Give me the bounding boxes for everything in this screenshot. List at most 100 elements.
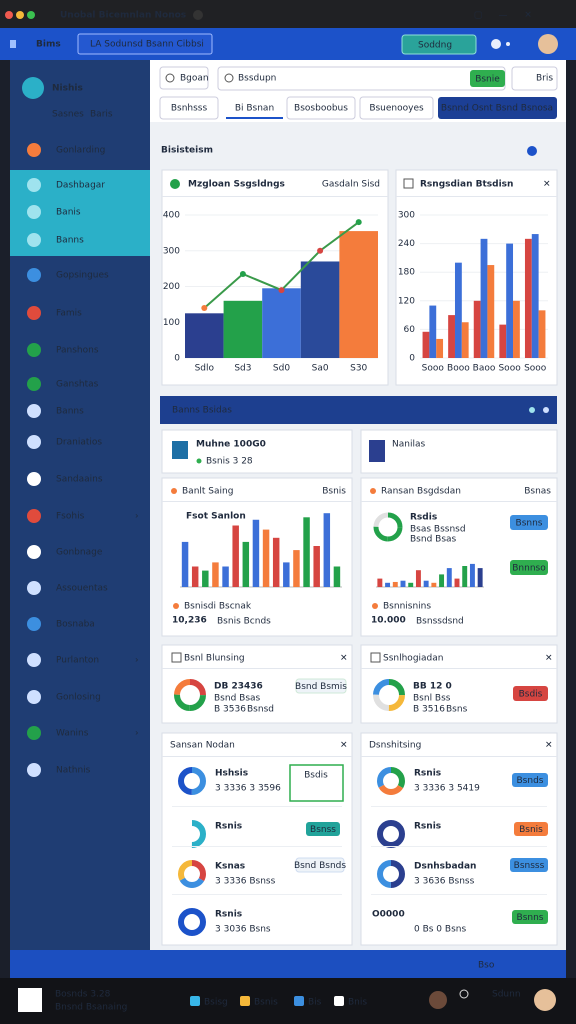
button[interactable] <box>513 686 548 701</box>
avatar <box>429 991 447 1009</box>
panel-icon <box>171 488 177 494</box>
menu-icon[interactable] <box>10 40 16 48</box>
label: Bsnds <box>517 776 544 786</box>
breadcrumb[interactable] <box>77 33 213 55</box>
sidebar-item[interactable]: Fsohis <box>56 512 85 522</box>
sidebar-item[interactable]: Gonlarding <box>56 146 105 156</box>
y-tick-label: 200 <box>163 282 180 292</box>
close[interactable]: ✕ <box>340 654 348 664</box>
divider <box>162 501 352 502</box>
button[interactable] <box>510 560 548 575</box>
button[interactable] <box>470 70 505 87</box>
link[interactable]: Bsnis <box>322 487 346 497</box>
sidebar-item[interactable]: Gopsingues <box>56 271 109 281</box>
bar <box>223 300 263 358</box>
toolbar-button[interactable] <box>511 66 558 91</box>
label: Banns Bsidas <box>172 406 232 416</box>
app-label[interactable]: Bnis <box>348 998 367 1008</box>
sidebar-item[interactable]: Ganshtas <box>56 380 99 390</box>
y-tick-label: 240 <box>398 239 415 249</box>
button[interactable] <box>295 857 345 873</box>
y-tick-label: 120 <box>398 296 415 306</box>
bar <box>499 324 507 358</box>
button[interactable] <box>512 773 548 787</box>
close[interactable]: ✕ <box>340 741 348 751</box>
sidebar-item[interactable]: Wanins <box>56 729 89 739</box>
sidebar-item[interactable]: Nathnis <box>56 766 91 776</box>
button[interactable] <box>306 822 340 836</box>
sidebar-item[interactable]: Draniatios <box>56 438 102 448</box>
label: B 3516 <box>413 705 445 715</box>
button[interactable] <box>510 515 548 530</box>
sidebar-item[interactable]: Banis <box>56 208 81 218</box>
label: Rsnis <box>414 769 441 779</box>
sidebar-icon <box>27 268 41 282</box>
button[interactable] <box>512 910 548 924</box>
sidebar-item[interactable]: Gonbnage <box>56 548 103 558</box>
button[interactable] <box>514 822 548 836</box>
primary-button[interactable] <box>438 97 557 119</box>
sidebar-item[interactable]: Assouentas <box>56 584 108 594</box>
app-icon[interactable] <box>190 996 200 1006</box>
label: Bims <box>36 40 61 50</box>
label: Rsnis <box>215 822 242 832</box>
header-button[interactable] <box>401 34 477 55</box>
label: Bosnds 3.28 <box>55 990 111 1000</box>
window-dot <box>27 11 35 19</box>
close[interactable]: ✕ <box>545 654 553 664</box>
sidebar-icon <box>27 233 41 247</box>
app-label[interactable]: Bis <box>308 998 322 1008</box>
window-control[interactable]: ▢ <box>474 11 483 21</box>
filter[interactable] <box>159 66 209 90</box>
y-tick-label: 0 <box>409 354 415 364</box>
ring-segment <box>373 512 403 542</box>
y-tick-label: 100 <box>163 318 180 328</box>
button[interactable] <box>295 678 347 694</box>
label: Rsdis <box>410 513 437 523</box>
ring-segment <box>377 908 405 936</box>
panel-icon <box>370 652 381 663</box>
app-label[interactable]: Bsnis <box>254 998 278 1008</box>
label: Bsnns <box>517 913 544 923</box>
app-icon[interactable] <box>240 996 250 1006</box>
y-tick-label: 0 <box>174 354 180 364</box>
sidebar-item[interactable]: Panshons <box>56 346 99 356</box>
divider <box>371 846 547 847</box>
sidebar-item[interactable]: Banns <box>56 407 84 417</box>
x-tick-label: Sooo <box>422 364 445 374</box>
close[interactable]: ✕ <box>543 180 551 190</box>
window-control[interactable]: ✕ <box>524 11 532 21</box>
ring-segment <box>373 512 403 542</box>
sidebar-item[interactable]: Dashbagar <box>56 181 105 191</box>
sidebar-item[interactable]: Bosnaba <box>56 620 95 630</box>
label: LA Sodunsd Bsann Cibbsi <box>90 40 204 50</box>
window-control[interactable]: — <box>499 11 508 21</box>
bar <box>415 570 421 587</box>
sidebar-item[interactable]: Sandaains <box>56 475 103 485</box>
app-label[interactable]: Bsisg <box>204 998 228 1008</box>
tab[interactable] <box>226 97 283 119</box>
bar <box>323 513 331 587</box>
sidebar-item[interactable]: Purlanton <box>56 656 99 666</box>
close[interactable]: ✕ <box>545 741 553 751</box>
app-icon[interactable] <box>294 996 304 1006</box>
tab[interactable] <box>286 96 356 120</box>
tab[interactable] <box>359 96 434 120</box>
sidebar-tab[interactable]: Sasnes <box>52 110 84 120</box>
sidebar-item[interactable]: Banns <box>56 236 84 246</box>
app-icon[interactable] <box>334 996 344 1006</box>
label: 3 3336 Bsnss <box>215 877 276 887</box>
sidebar-tab[interactable]: Baris <box>90 110 113 120</box>
bar <box>191 566 199 587</box>
button[interactable] <box>510 858 548 872</box>
divider <box>162 756 352 757</box>
bar <box>454 262 462 358</box>
label: 3 3036 Bsns <box>215 925 271 935</box>
sidebar-item[interactable]: Famis <box>56 309 82 319</box>
tab[interactable] <box>159 96 219 120</box>
sidebar-item[interactable]: Gonlosing <box>56 693 101 703</box>
start-icon[interactable] <box>18 988 42 1012</box>
status-bar <box>10 950 566 978</box>
link[interactable]: Bsnas <box>524 487 551 497</box>
